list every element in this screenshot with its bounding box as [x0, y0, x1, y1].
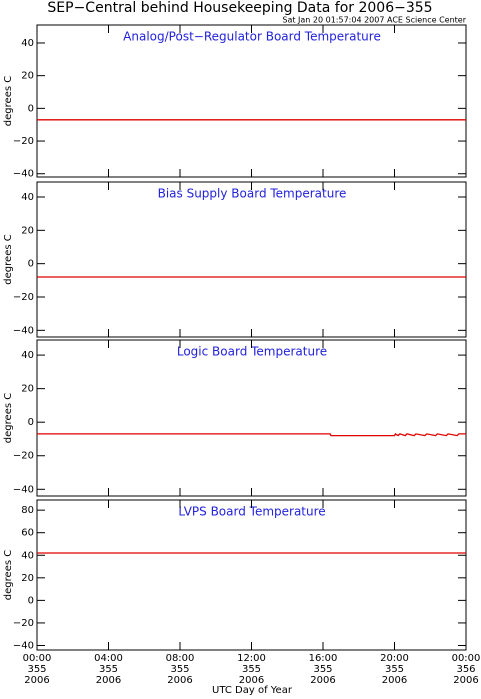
- y-tick-label: 0: [28, 417, 34, 428]
- x-tick-label: 2006: [239, 675, 264, 686]
- y-tick-label: −20: [13, 618, 34, 629]
- data-line: [37, 432, 466, 437]
- x-tick-label: 2006: [453, 675, 478, 686]
- x-tick-label: 2006: [96, 675, 121, 686]
- y-tick-label: −20: [13, 136, 34, 147]
- x-tick-label: 356: [456, 664, 475, 675]
- y-tick-label: 40: [21, 350, 34, 361]
- y-tick-label: −20: [13, 451, 34, 462]
- x-tick-label: 2006: [382, 675, 407, 686]
- x-tick-label: 20:00: [380, 653, 409, 664]
- y-axis-label: degrees C: [3, 234, 14, 284]
- x-tick-label: 355: [99, 664, 118, 675]
- x-tick-label: 08:00: [166, 653, 195, 664]
- x-tick-label: 16:00: [309, 653, 338, 664]
- y-axis-label: degrees C: [3, 76, 14, 126]
- y-tick-label: 40: [21, 38, 34, 49]
- y-tick-label: 80: [21, 505, 34, 516]
- y-tick-label: −20: [13, 292, 34, 303]
- x-tick-label: 2006: [24, 675, 49, 686]
- y-tick-label: −40: [13, 484, 34, 495]
- y-tick-label: 20: [21, 384, 34, 395]
- y-tick-label: 0: [28, 595, 34, 606]
- y-tick-label: 0: [28, 103, 34, 114]
- x-tick-label: 12:00: [237, 653, 266, 664]
- y-tick-label: 60: [21, 528, 34, 539]
- y-axis-label: degrees C: [3, 550, 14, 600]
- plot-frame: [36, 24, 467, 178]
- x-axis-label: UTC Day of Year: [212, 685, 293, 696]
- y-tick-label: 40: [21, 550, 34, 561]
- y-tick-label: 40: [21, 192, 34, 203]
- chart-subtitle: Sat Jan 20 01:57:04 2007 ACE Science Cen…: [282, 16, 466, 25]
- x-tick-label: 00:00: [23, 653, 52, 664]
- chart-title: SEP−Central behind Housekeeping Data for…: [47, 0, 432, 16]
- x-tick-label: 00:00: [452, 653, 481, 664]
- x-tick-label: 355: [242, 664, 261, 675]
- x-tick-label: 2006: [167, 675, 192, 686]
- y-tick-label: 20: [21, 71, 34, 82]
- plot-frame: [36, 181, 467, 338]
- x-tick-label: 355: [27, 664, 46, 675]
- x-tick-label: 355: [313, 664, 332, 675]
- x-tick-label: 355: [170, 664, 189, 675]
- panel-title: LVPS Board Temperature: [178, 505, 325, 519]
- x-tick-label: 04:00: [94, 653, 123, 664]
- y-tick-label: 0: [28, 259, 34, 270]
- y-tick-label: −40: [13, 325, 34, 336]
- panel-title: Analog/Post−Regulator Board Temperature: [123, 30, 381, 44]
- y-axis-label: degrees C: [3, 393, 14, 443]
- y-tick-label: −40: [13, 640, 34, 651]
- plot-frame: [36, 339, 467, 497]
- panel-title: Logic Board Temperature: [177, 345, 327, 359]
- plot-frame: [36, 499, 467, 651]
- y-tick-label: 20: [21, 573, 34, 584]
- y-tick-label: 20: [21, 225, 34, 236]
- x-tick-label: 2006: [310, 675, 335, 686]
- panel-title: Bias Supply Board Temperature: [158, 187, 347, 201]
- x-tick-label: 355: [385, 664, 404, 675]
- y-tick-label: −40: [13, 169, 34, 180]
